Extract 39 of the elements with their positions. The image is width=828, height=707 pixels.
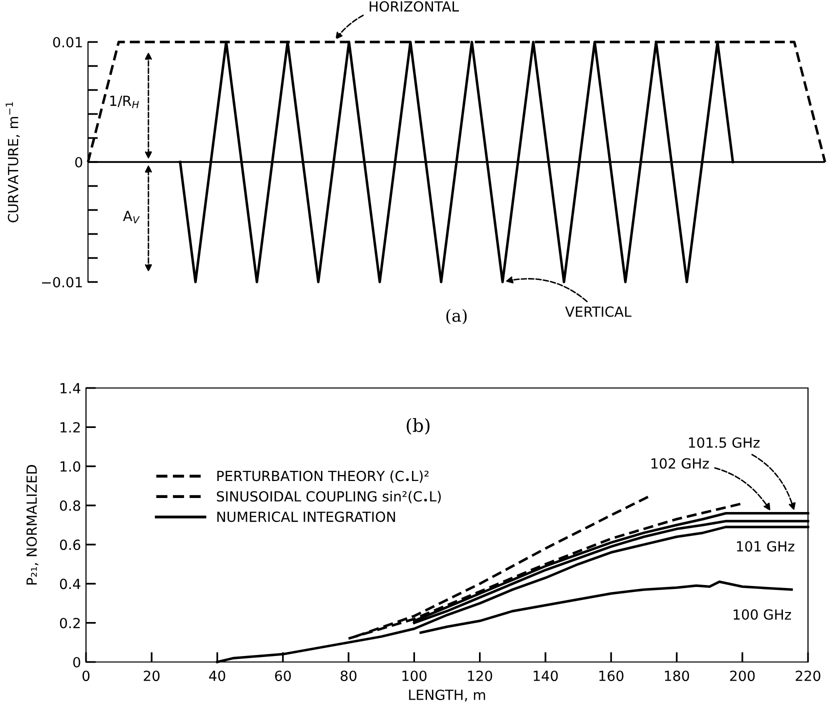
text: HORIZONTAL bbox=[370, 1, 459, 12]
annotation: 100 GHz bbox=[734, 609, 791, 620]
y-tick-label: 0.8 bbox=[60, 500, 80, 511]
annotation: 1/R$_{H}$ bbox=[110, 96, 139, 108]
y-tick-label: 0.4 bbox=[60, 578, 80, 590]
y-tick-label: 0.2 bbox=[60, 618, 80, 628]
legend-label: SINUSOIDAL COUPLING sin²(C$_{•}$L) bbox=[216, 490, 441, 504]
x-tick-label: 80 bbox=[340, 670, 356, 682]
x-tick-label: 0 bbox=[82, 670, 90, 682]
annotation: 101.5 GHz bbox=[689, 437, 760, 448]
x-tick-label: 180 bbox=[665, 670, 690, 682]
y-tick-label: 1.2 bbox=[60, 422, 80, 432]
x-axis-title: LENGTH, m bbox=[409, 690, 486, 702]
x-tick-label: 220 bbox=[796, 670, 820, 682]
series-label: VERTICAL bbox=[565, 306, 632, 317]
text: (a) bbox=[446, 309, 467, 324]
x-tick-label: 20 bbox=[144, 670, 160, 682]
x-tick-label: 100 bbox=[402, 670, 427, 682]
y-tick-label: −0.01 bbox=[42, 276, 82, 288]
x-tick-label: 120 bbox=[468, 670, 492, 682]
y-tick-label: 0.01 bbox=[53, 36, 82, 48]
text: (b) bbox=[406, 418, 430, 435]
y-tick-label: 0.6 bbox=[60, 540, 80, 550]
y-axis-title: CURVATURE, m$^{−1}$ bbox=[6, 102, 20, 222]
x-tick-label: 40 bbox=[209, 670, 226, 682]
annotation: 102 GHz bbox=[652, 458, 709, 469]
x-tick-label: 160 bbox=[599, 670, 624, 682]
legend-label: PERTURBATION THEORY (C$_{•}$L)² bbox=[217, 470, 429, 483]
y-axis-title: P₂₁, NORMALIZED bbox=[26, 465, 38, 584]
annotation: A$_{V}$ bbox=[123, 210, 140, 224]
x-tick-label: 140 bbox=[534, 670, 558, 682]
y-tick-label: 1.4 bbox=[60, 383, 80, 394]
y-tick-label: 1.0 bbox=[60, 461, 80, 472]
x-tick-label: 60 bbox=[275, 670, 291, 682]
annotation: 101 GHz bbox=[736, 541, 794, 552]
y-tick-label: 0 bbox=[73, 656, 80, 668]
legend-label: NUMERICAL INTEGRATION bbox=[217, 512, 395, 522]
y-tick-label: 0 bbox=[75, 156, 82, 168]
x-tick-label: 200 bbox=[730, 670, 755, 682]
